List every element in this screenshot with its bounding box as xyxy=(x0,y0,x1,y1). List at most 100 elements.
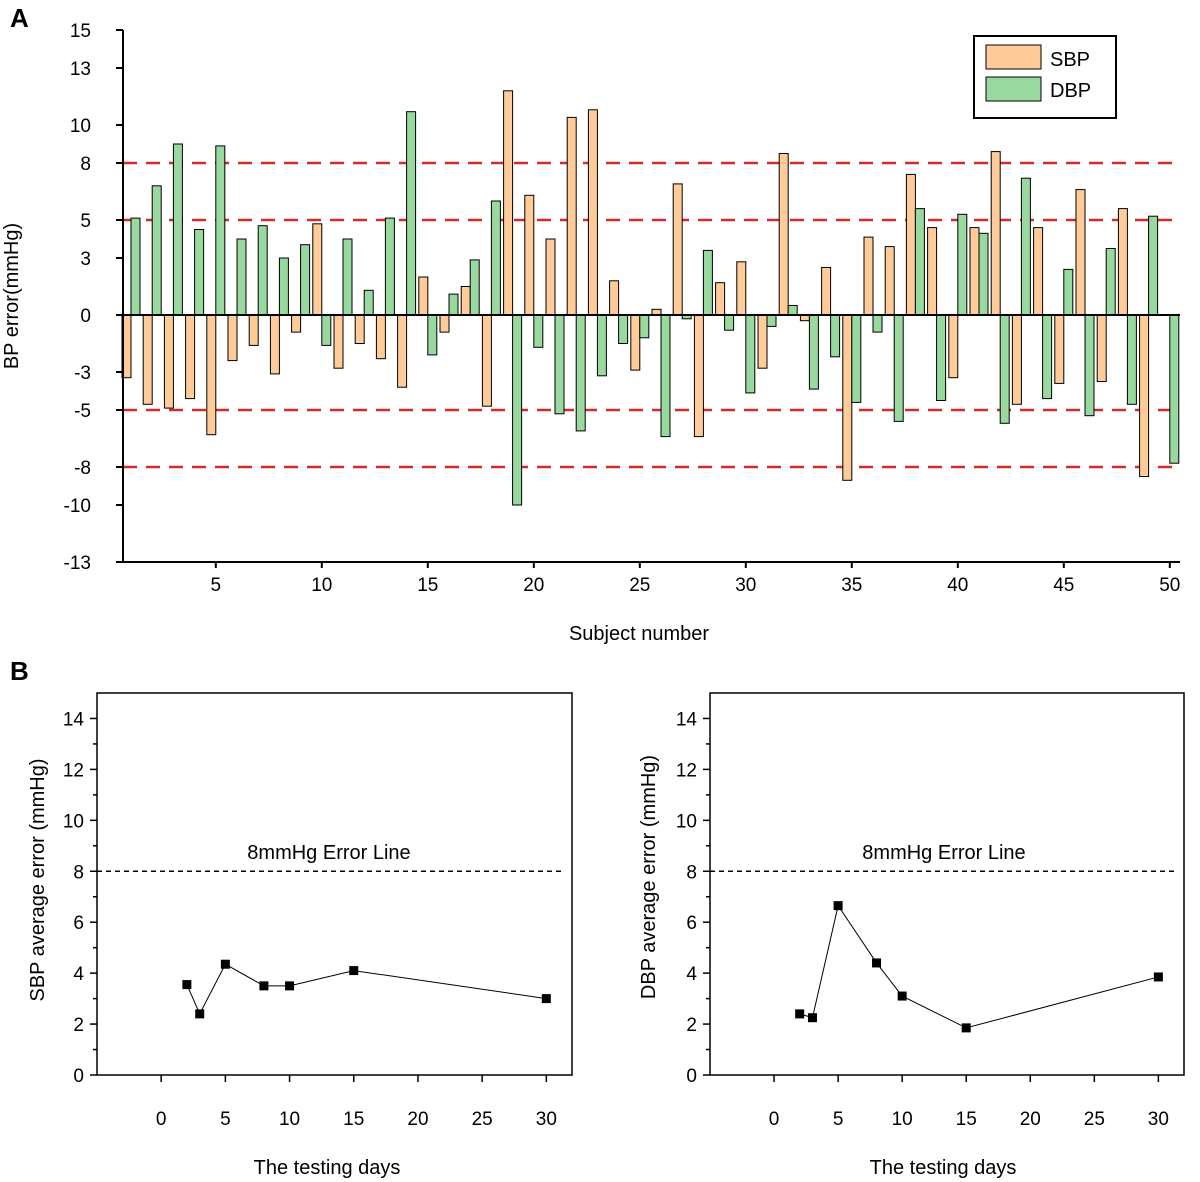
dbp-bar xyxy=(1042,314,1053,400)
x-axis-title: Subject number xyxy=(569,623,709,645)
panel-b-letter: B xyxy=(10,656,29,686)
legend: SBP DBP xyxy=(973,35,1117,119)
y-axis-title: SBP average error (mmHg) xyxy=(27,758,49,1001)
dbp-bar xyxy=(130,217,141,316)
sbp-bar xyxy=(291,314,302,333)
y-axis-title: DBP average error (mmHg) xyxy=(638,755,660,999)
sbp-bar xyxy=(312,223,323,316)
data-point xyxy=(1153,972,1163,982)
dbp-bar xyxy=(872,314,883,333)
sbp-bar xyxy=(545,238,556,316)
y-tick-label: -5 xyxy=(74,401,91,422)
dbp-bar xyxy=(215,145,226,316)
y-tick-label: 0 xyxy=(686,1066,697,1087)
x-tick-label: 45 xyxy=(1053,575,1074,596)
y-tick-label: 15 xyxy=(70,21,91,42)
dbp-bar xyxy=(766,314,777,327)
y-tick-label: 8 xyxy=(73,862,84,883)
data-point xyxy=(897,991,907,1001)
x-tick-label: 10 xyxy=(892,1109,913,1130)
x-tick-label: 15 xyxy=(956,1109,977,1130)
sbp-bar xyxy=(1033,227,1044,316)
y-tick-label: -10 xyxy=(64,496,91,517)
sbp-bar xyxy=(672,183,683,316)
data-point xyxy=(349,966,359,976)
x-tick-label: 5 xyxy=(220,1109,231,1130)
dbp-bar xyxy=(978,232,989,316)
panel-b-sbp-chart: 0 2 4 6 8 10 12 14 0 5 10 15 20 25 30 The testing days… xyxy=(27,692,573,1179)
x-tick-label: 15 xyxy=(343,1109,364,1130)
sbp-bar xyxy=(503,90,514,316)
dbp-bar xyxy=(1126,314,1137,405)
y-tick-label: 3 xyxy=(80,249,91,270)
sbp-bar xyxy=(927,227,938,316)
sbp-bar xyxy=(163,314,174,409)
legend-label-sbp: SBP xyxy=(1050,49,1090,71)
x-tick-label: 25 xyxy=(472,1109,493,1130)
sbp-bar xyxy=(884,246,895,316)
dbp-bar xyxy=(1084,314,1095,417)
dbp-bar xyxy=(384,217,395,316)
ticks: 0 2 4 6 8 10 12 14 0 5 10 15 20 25 30 xyxy=(63,709,557,1130)
sbp-bar xyxy=(227,314,238,362)
sbp-bar xyxy=(1096,314,1107,382)
x-tick-label: 25 xyxy=(1084,1109,1105,1130)
sbp-bar xyxy=(587,109,598,316)
sbp-bar xyxy=(863,236,874,316)
x-axis-title: The testing days xyxy=(870,1157,1017,1179)
sbp-bar xyxy=(248,314,259,346)
sbp-bar xyxy=(206,314,217,436)
plot-frame xyxy=(96,692,573,1076)
y-tick-label: 0 xyxy=(73,1066,84,1087)
y-tick-label: 6 xyxy=(73,913,84,934)
axes xyxy=(122,30,1180,563)
x-tick-label: 10 xyxy=(279,1109,300,1130)
y-tick-label: 13 xyxy=(70,59,91,80)
sbp-bar xyxy=(821,267,832,316)
sbp-bar xyxy=(609,280,620,316)
x-tick-label: 20 xyxy=(407,1109,428,1130)
y-tick-label: 6 xyxy=(686,913,697,934)
sbp-bar xyxy=(736,261,747,316)
y-tick-label: 12 xyxy=(63,760,84,781)
sbp-bar xyxy=(905,173,916,316)
y-tick-label: 5 xyxy=(80,211,91,232)
panel-b-dbp-chart: 0 2 4 6 8 10 12 14 0 5 10 15 20 25 30 The testing days… xyxy=(638,692,1185,1179)
legend-label-dbp: DBP xyxy=(1050,80,1091,102)
y-tick-label: 8 xyxy=(80,154,91,175)
dbp-bar xyxy=(194,229,205,316)
sbp-bar xyxy=(1054,314,1065,384)
y-tick-label: 2 xyxy=(686,1015,697,1036)
sbp-bar xyxy=(1139,314,1150,477)
error-line-label: 8mmHg Error Line xyxy=(247,842,410,864)
dbp-bar xyxy=(830,314,841,358)
series-line xyxy=(799,904,1159,1029)
x-tick-label: 20 xyxy=(523,575,544,596)
x-tick-label: 50 xyxy=(1159,575,1180,596)
dbp-bar xyxy=(618,314,629,344)
y-tick-label: 4 xyxy=(73,964,84,985)
dbp-bar xyxy=(257,225,268,316)
sbp-bar xyxy=(481,314,492,407)
dbp-bar xyxy=(427,314,438,356)
sbp-bar xyxy=(566,116,577,316)
x-tick-label: 30 xyxy=(735,575,756,596)
sbp-bar xyxy=(333,314,344,369)
dbp-bar xyxy=(300,244,311,316)
sbp-bar xyxy=(460,286,471,316)
dbp-bar xyxy=(406,111,417,316)
dbp-bar xyxy=(321,314,332,346)
series xyxy=(97,870,564,1019)
dbp-bar xyxy=(1148,215,1159,316)
dbp-bar xyxy=(660,314,671,438)
data-point xyxy=(541,994,551,1004)
x-tick-label: 0 xyxy=(769,1109,780,1130)
dbp-bar xyxy=(702,249,713,316)
sbp-bar xyxy=(269,314,280,375)
sbp-bar xyxy=(715,282,726,316)
dbp-bar xyxy=(596,314,607,377)
dbp-bar xyxy=(1105,248,1116,316)
sbp-bar xyxy=(524,194,535,316)
dbp-bar xyxy=(914,208,925,316)
